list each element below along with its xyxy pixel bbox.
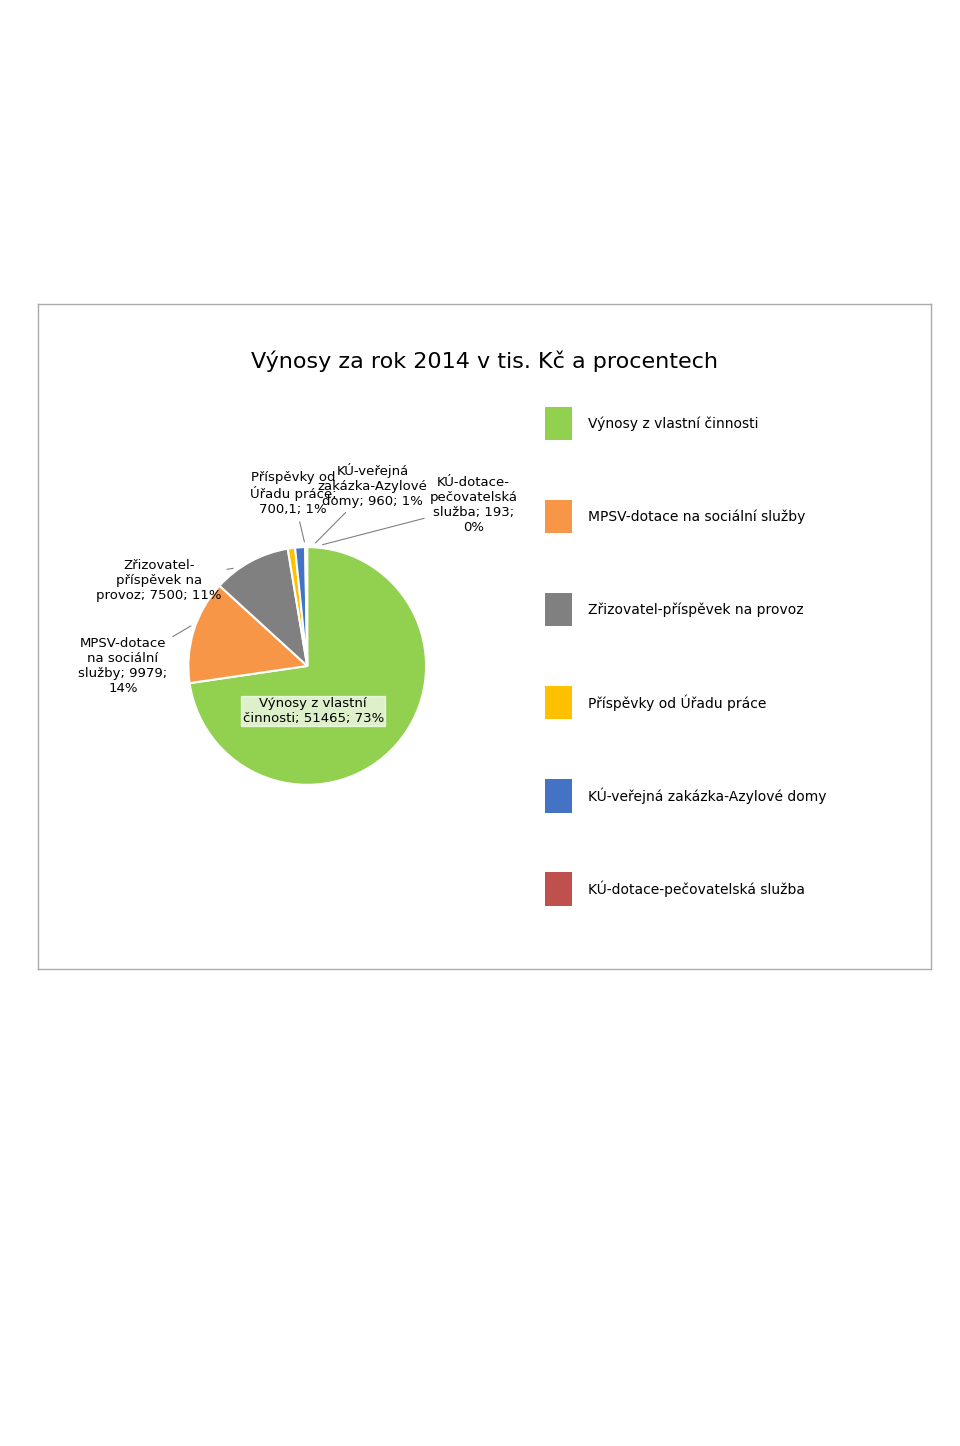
Text: Příspěvky od
Úřadu práce;
700,1; 1%: Příspěvky od Úřadu práce; 700,1; 1% [250,471,336,542]
Text: Výnosy za rok 2014 v tis. Kč a procentech: Výnosy za rok 2014 v tis. Kč a procentec… [252,350,718,372]
Wedge shape [305,547,307,667]
Text: KÚ-dotace-
pečovatelská
služba; 193;
0%: KÚ-dotace- pečovatelská služba; 193; 0% [323,477,517,545]
Text: KÚ-veřejná zakázka-Azylové domy: KÚ-veřejná zakázka-Azylové domy [588,788,826,804]
Text: Výnosy z vlastní
činnosti; 51465; 73%: Výnosy z vlastní činnosti; 51465; 73% [243,697,384,724]
Text: MPSV-dotace
na sociální
služby; 9979;
14%: MPSV-dotace na sociální služby; 9979; 14… [79,626,191,696]
Bar [545,779,572,813]
Bar [545,593,572,626]
Text: Výnosy z vlastní činnosti: Výnosy z vlastní činnosti [588,416,758,431]
Wedge shape [295,547,307,667]
Wedge shape [189,547,426,785]
Wedge shape [288,548,307,667]
Text: KÚ-dotace-pečovatelská služba: KÚ-dotace-pečovatelská služba [588,881,804,898]
Wedge shape [220,548,307,667]
Bar [545,500,572,534]
Bar [545,872,572,905]
Text: Zřizovatel-příspěvek na provoz: Zřizovatel-příspěvek na provoz [588,603,804,617]
Wedge shape [188,586,307,683]
Bar [545,406,572,440]
Text: MPSV-dotace na sociální služby: MPSV-dotace na sociální služby [588,509,804,523]
Text: KÚ-veřejná
zakázka-Azylové
domy; 960; 1%: KÚ-veřejná zakázka-Azylové domy; 960; 1% [316,463,427,542]
Bar [545,685,572,719]
Text: Zřizovatel-
příspěvek na
provoz; 7500; 11%: Zřizovatel- příspěvek na provoz; 7500; 1… [96,558,233,602]
Text: Příspěvky od Úřadu práce: Příspěvky od Úřadu práce [588,694,766,711]
